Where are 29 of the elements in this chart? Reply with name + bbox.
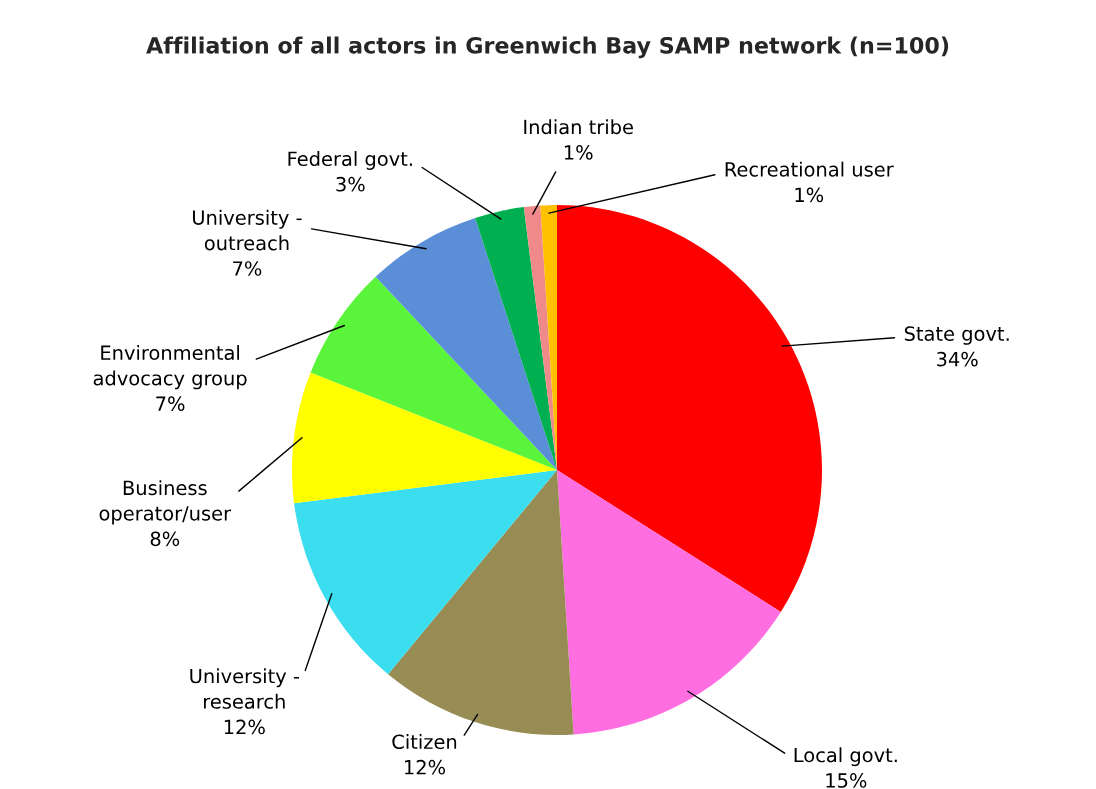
data-label: 34%: [937, 351, 978, 367]
pie-slice: [292, 372, 557, 504]
data-label: 1%: [564, 145, 593, 160]
pie-slice: [557, 470, 781, 735]
data-label: 12%: [405, 759, 446, 775]
slice-label: University - research: [190, 668, 299, 709]
pie-slice: [294, 470, 557, 675]
data-label: 15%: [826, 773, 867, 788]
pie-slice: [388, 470, 574, 735]
pie-slice: [375, 217, 557, 470]
slice-label: University - outreach: [193, 209, 302, 251]
slice-label: Federal govt.: [288, 151, 412, 170]
slice-label: State govt.: [904, 326, 1009, 345]
data-label: 8%: [150, 531, 180, 547]
data-label: 1%: [795, 187, 824, 203]
slice-label: Local govt.: [794, 747, 897, 767]
pie-slice: [557, 205, 822, 612]
data-label: 7%: [156, 396, 185, 412]
data-label: 12%: [224, 719, 265, 735]
slice-label: Citizen: [392, 734, 457, 750]
slice-label: Recreational user: [725, 161, 894, 177]
data-label: 7%: [233, 261, 262, 276]
chart-title: Affiliation of all actors in Greenwich Bay SAMP network (n=100): [146, 36, 949, 59]
data-label: 3%: [336, 176, 365, 192]
slice-label: Environmental advocacy group: [93, 345, 247, 390]
pie-slice: [475, 207, 557, 470]
slice-label: Business operator/user: [99, 480, 232, 525]
pie-slice: [310, 276, 557, 470]
slice-label: Indian tribe: [524, 119, 633, 135]
